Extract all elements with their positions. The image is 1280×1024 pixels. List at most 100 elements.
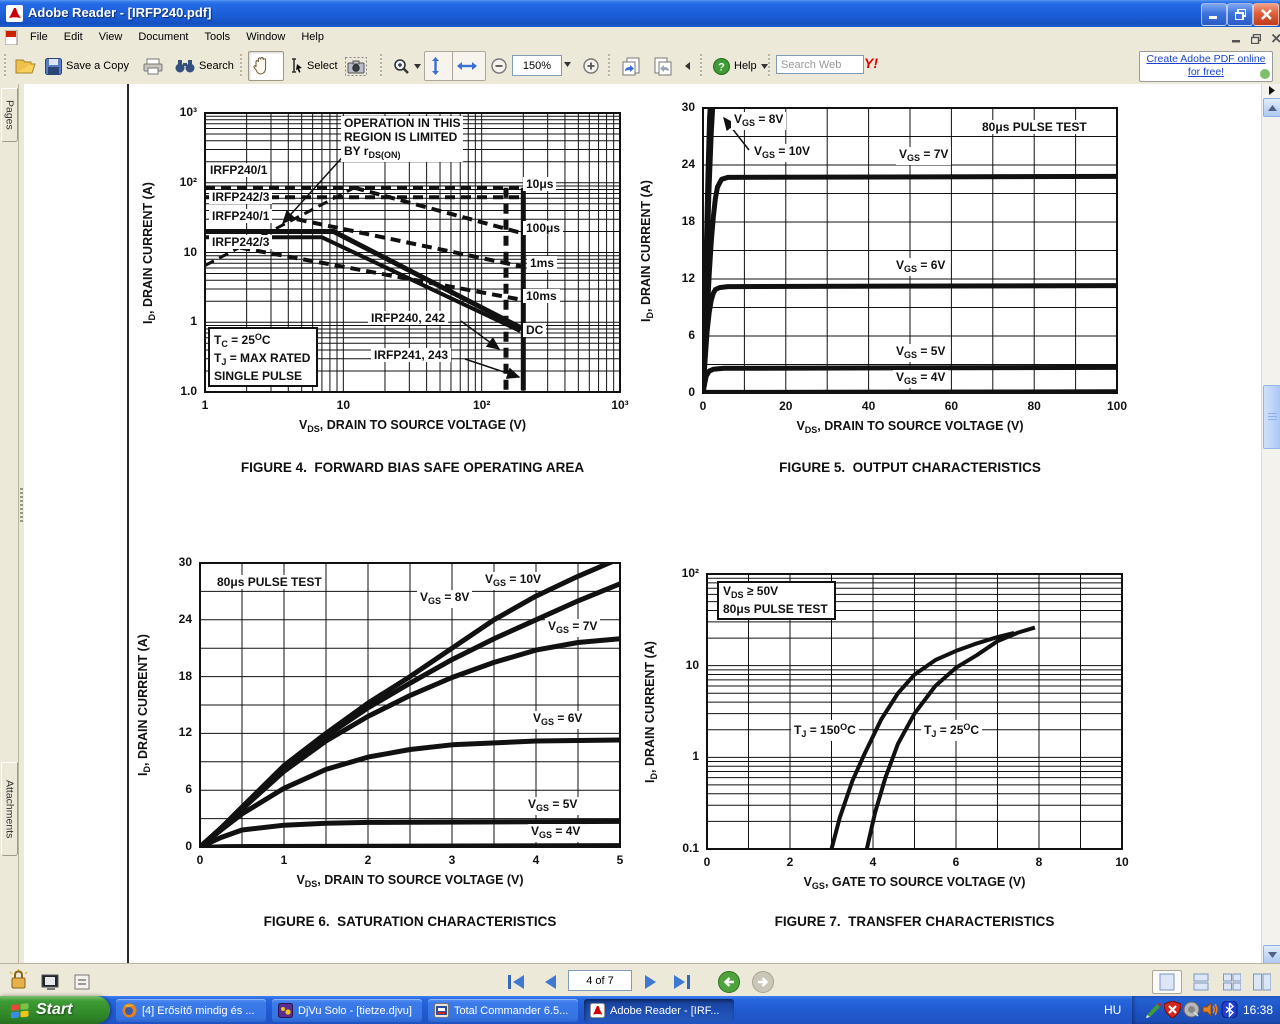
page-view-button[interactable] <box>36 970 64 994</box>
search-button[interactable]: Search <box>170 51 239 81</box>
last-page-icon <box>674 975 690 989</box>
next-view-nav-button[interactable] <box>748 970 778 994</box>
hand-tool-button[interactable] <box>248 51 284 81</box>
print-button[interactable] <box>138 51 168 81</box>
help-icon: ? <box>713 57 730 75</box>
select-label: Select <box>307 60 338 72</box>
zoom-level-value: 150% <box>522 59 552 72</box>
scroll-down-button[interactable] <box>1263 945 1280 964</box>
open-button[interactable] <box>10 51 42 81</box>
zoom-in-tool-button[interactable] <box>388 51 426 81</box>
previous-view-nav-button[interactable] <box>714 970 744 994</box>
next-view-button[interactable] <box>648 51 678 81</box>
yahoo-icon[interactable]: Y! <box>864 55 878 71</box>
zoom-level-combobox[interactable]: 150% <box>512 55 562 76</box>
single-page-icon <box>1159 973 1175 991</box>
previous-view-button[interactable] <box>616 51 646 81</box>
continuous-view-button[interactable] <box>1186 970 1216 994</box>
previous-page-button[interactable] <box>537 970 563 994</box>
menu-document[interactable]: Document <box>138 31 189 43</box>
help-button[interactable]: ? Help <box>708 51 773 81</box>
language-indicator[interactable]: HU <box>1104 1003 1122 1017</box>
create-pdf-link[interactable]: Create Adobe PDF online for free! <box>1139 51 1273 82</box>
toolbar-grip[interactable] <box>608 54 610 78</box>
adobe-reader-taskbar-icon <box>590 1003 605 1018</box>
vertical-scrollbar[interactable] <box>1261 84 1280 964</box>
menu-help[interactable]: Help <box>301 31 324 43</box>
taskbar-task-total-commander[interactable]: Total Commander 6.5... <box>428 999 578 1022</box>
fit-page-button[interactable] <box>424 51 456 81</box>
zoom-in-icon <box>394 58 409 74</box>
zoom-level-dropdown-button[interactable] <box>560 55 575 74</box>
toolbar-grip[interactable] <box>380 54 382 78</box>
menu-tools[interactable]: Tools <box>204 31 231 43</box>
document-close-icon <box>1271 34 1280 43</box>
hand-icon <box>253 57 267 75</box>
menu-edit[interactable]: Edit <box>63 31 83 43</box>
speaker-tray-icon[interactable] <box>1202 1001 1219 1018</box>
first-page-button[interactable] <box>502 970 530 994</box>
document-minimize-icon <box>1231 40 1240 43</box>
minimize-icon <box>1209 16 1217 19</box>
start-button[interactable]: Start <box>0 996 110 1024</box>
forward-icon <box>752 971 774 993</box>
document-page: 1 10 10² 10³ 1.0 1 10 10² 10³ VDS, DRAIN TO SOURC… <box>24 84 1261 963</box>
collapse-toolbar-button[interactable] <box>680 51 702 81</box>
taskbar-task-djvu[interactable]: DjVu Solo - [tietze.djvu] <box>272 999 422 1022</box>
page-layout-button[interactable] <box>68 970 96 994</box>
adobe-reader-icon <box>6 5 23 22</box>
document-minimize-button[interactable] <box>1228 32 1244 45</box>
navigation-pane-strip: Pages Attachments <box>0 84 19 963</box>
zoom-out-button[interactable] <box>486 51 516 81</box>
facing-view-button[interactable] <box>1247 970 1277 994</box>
first-page-icon <box>508 975 524 989</box>
search-label: Search <box>199 60 234 72</box>
tablet-pen-tray-icon[interactable] <box>1145 1001 1162 1018</box>
volume-knob-tray-icon[interactable] <box>1183 1001 1200 1018</box>
printer-icon <box>143 58 163 74</box>
title-bar: Adobe Reader - [IRFP240.pdf] <box>0 0 1280 27</box>
document-close-button[interactable] <box>1268 32 1280 45</box>
lock-icon <box>9 969 28 989</box>
splitter-handle[interactable] <box>20 488 23 524</box>
scroll-up-button[interactable] <box>1263 98 1280 117</box>
toolbar-grip[interactable] <box>768 54 770 78</box>
minimize-button[interactable] <box>1201 3 1227 26</box>
zoom-in-plus-button[interactable] <box>578 51 608 81</box>
attachments-tab[interactable]: Attachments <box>1 762 18 856</box>
taskbar-task-firefox[interactable]: [4] Erősítő mindig és ... <box>116 999 266 1022</box>
taskbar-task-adobe-reader[interactable]: Adobe Reader - [IRF... <box>584 999 734 1022</box>
toolbar-grip[interactable] <box>240 54 242 78</box>
restore-button[interactable] <box>1227 3 1253 26</box>
fit-width-button[interactable] <box>452 51 486 81</box>
page-number-box[interactable]: 4 of 7 <box>568 970 632 991</box>
document-restore-button[interactable] <box>1248 32 1264 45</box>
windows-taskbar: Start [4] Erősítő mindig és ... DjVu Sol… <box>0 996 1280 1024</box>
scrollbar-thumb[interactable] <box>1263 385 1280 449</box>
toolbar-grip[interactable] <box>4 54 6 78</box>
toolbar-grip[interactable] <box>700 54 702 78</box>
save-a-copy-label: Save a Copy <box>66 60 129 72</box>
snapshot-tool-button[interactable] <box>340 51 372 81</box>
select-tool-button[interactable]: Select <box>282 51 343 81</box>
scroll-options-button[interactable] <box>1263 84 1280 97</box>
chevron-right-icon <box>1268 86 1275 95</box>
save-a-copy-button[interactable]: Save a Copy <box>40 51 134 81</box>
close-button[interactable] <box>1253 3 1279 26</box>
menu-window[interactable]: Window <box>246 31 286 43</box>
document-restore-icon <box>1251 33 1261 44</box>
pages-tab[interactable]: Pages <box>1 88 18 142</box>
search-web-input[interactable] <box>776 55 864 74</box>
last-page-button[interactable] <box>668 970 696 994</box>
firefox-icon <box>122 1003 137 1018</box>
continuous-facing-view-button[interactable] <box>1217 970 1247 994</box>
facing-icon <box>1253 973 1271 991</box>
menu-view[interactable]: View <box>98 31 123 43</box>
zoom-in-circle-icon <box>583 58 599 74</box>
security-shield-tray-icon[interactable] <box>1164 1001 1181 1018</box>
chevron-left-icon <box>685 62 690 70</box>
menu-file[interactable]: File <box>30 31 48 43</box>
single-page-view-button[interactable] <box>1152 970 1182 994</box>
next-page-button[interactable] <box>638 970 664 994</box>
bluetooth-tray-icon[interactable] <box>1221 1001 1238 1018</box>
